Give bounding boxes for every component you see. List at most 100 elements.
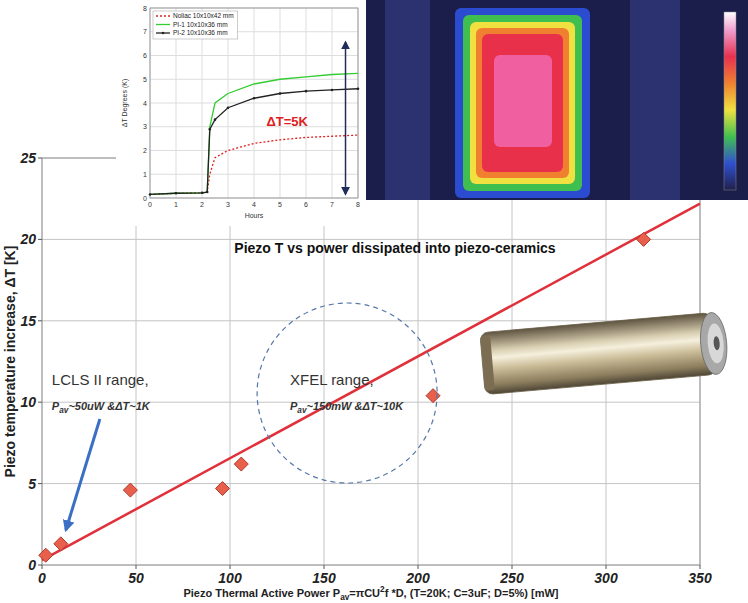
data-point	[175, 192, 178, 195]
thermal-zone	[494, 55, 552, 147]
tick-label: 20	[19, 231, 36, 247]
text-part: =πCU	[349, 587, 380, 599]
tick-label: 150	[312, 570, 336, 586]
data-point	[209, 128, 212, 131]
inset-chart: 012345678012345678HoursΔT Degrees (K)ΔT=…	[116, 0, 366, 226]
tick-mark	[38, 565, 42, 566]
data-point	[637, 232, 651, 246]
data-point	[123, 483, 137, 497]
plot-marks	[149, 73, 360, 195]
piezo-end	[713, 336, 720, 350]
tick-label: 100	[218, 570, 242, 586]
tick-mark	[230, 565, 231, 569]
thermal-colorbar	[724, 12, 736, 190]
tick-label: 8	[143, 5, 147, 12]
tick-label: 5	[28, 476, 36, 492]
text-part: av	[59, 406, 69, 415]
axis-title: Piezo Thermal Active Power Pav=πCU2f *D,…	[183, 585, 558, 602]
text-part: av	[340, 593, 350, 602]
data-point	[206, 191, 209, 194]
tick-mark	[42, 565, 43, 569]
text-part: ~50uW &ΔT~1K	[68, 400, 150, 412]
thermal-zone	[455, 8, 590, 198]
tick-mark	[606, 565, 607, 569]
legend-swatch	[162, 32, 165, 35]
data-point	[253, 97, 256, 100]
chart-title: Piezo T vs power dissipated into piezo-c…	[234, 240, 556, 256]
piezo-end	[698, 311, 729, 375]
text-part: Piezo Thermal Active Power P	[183, 587, 340, 599]
tick-mark	[38, 402, 42, 403]
tick-label: 7	[143, 28, 147, 35]
plot-frame	[150, 8, 358, 198]
tick-mark	[418, 565, 419, 569]
tick-mark	[512, 565, 513, 569]
annotation-text: ΔT=5K	[266, 114, 308, 129]
data-point	[54, 537, 68, 551]
thermal-stripe	[385, 0, 430, 200]
tick-label: 6	[304, 201, 308, 208]
text-part: ~150mW &ΔT~10K	[307, 400, 405, 412]
data-point	[201, 191, 204, 194]
tick-mark	[38, 158, 42, 159]
axis-title: Hours	[245, 212, 264, 219]
tick-label: 0	[38, 570, 46, 586]
legend-label: Noliac 10x10x42 mm	[173, 12, 234, 19]
tick-label: 300	[594, 570, 618, 586]
data-point	[234, 457, 248, 471]
annotation: LCLS II range, Pav~50uW &ΔT~1K	[52, 371, 151, 415]
tick-label: 0	[148, 201, 152, 208]
legend-box	[153, 11, 238, 39]
tick-mark	[38, 239, 42, 240]
grid-line	[332, 8, 333, 198]
legend-swatch	[156, 24, 170, 25]
tick-mark	[38, 320, 42, 321]
tick-mark	[700, 565, 701, 569]
piezo-end	[706, 323, 725, 364]
legend-label: PI-1 10x10x36 mm	[173, 21, 228, 28]
thermal-zone	[476, 28, 569, 178]
thermal-image	[366, 0, 748, 200]
range-circle	[257, 303, 437, 483]
annotation-text: Pav~50uW &ΔT~1K	[52, 400, 151, 415]
piezo-cap	[480, 336, 495, 391]
arrow	[345, 42, 347, 194]
tick-label: 200	[405, 570, 430, 586]
data-point	[149, 193, 152, 196]
grid-line	[254, 8, 255, 198]
data-point	[215, 481, 229, 495]
tick-label: 5	[143, 76, 147, 83]
tick-label: 4	[252, 201, 256, 208]
grid-line	[280, 8, 281, 198]
thermal-stripe	[630, 0, 680, 200]
piezo-photo	[480, 311, 729, 394]
tick-label: 10	[20, 394, 36, 410]
tick-label: 5	[278, 201, 282, 208]
tick-label: 15	[20, 313, 36, 329]
tick-label: 0	[143, 195, 147, 202]
text-part: av	[297, 406, 307, 415]
piezo-body	[480, 313, 717, 395]
tick-label: 0	[28, 557, 36, 573]
grid-line	[42, 483, 700, 484]
data-point	[279, 92, 282, 95]
thermal-zone	[470, 22, 575, 184]
data-point	[39, 548, 53, 562]
tick-label: 25	[19, 150, 36, 166]
data-point	[305, 90, 308, 93]
data-point	[357, 87, 360, 90]
series-line	[150, 73, 358, 194]
tick-label: 6	[143, 52, 147, 59]
data-point	[214, 118, 217, 121]
tick-label: 2	[200, 201, 204, 208]
series-line	[150, 89, 358, 195]
legend-swatch	[156, 32, 170, 33]
tick-label: 4	[143, 100, 147, 107]
annotation-text: LCLS II range,	[52, 371, 149, 388]
arrow	[66, 419, 100, 530]
tick-label: 7	[330, 201, 334, 208]
canvas: 0510152025050100150200250300350Piezo tem…	[0, 0, 748, 603]
grid-line	[306, 8, 307, 198]
legend-label: PI-2 10x10x36 mm	[173, 29, 228, 36]
annotation: XFEL range,Pav~150mW &ΔT~10K	[290, 371, 404, 415]
